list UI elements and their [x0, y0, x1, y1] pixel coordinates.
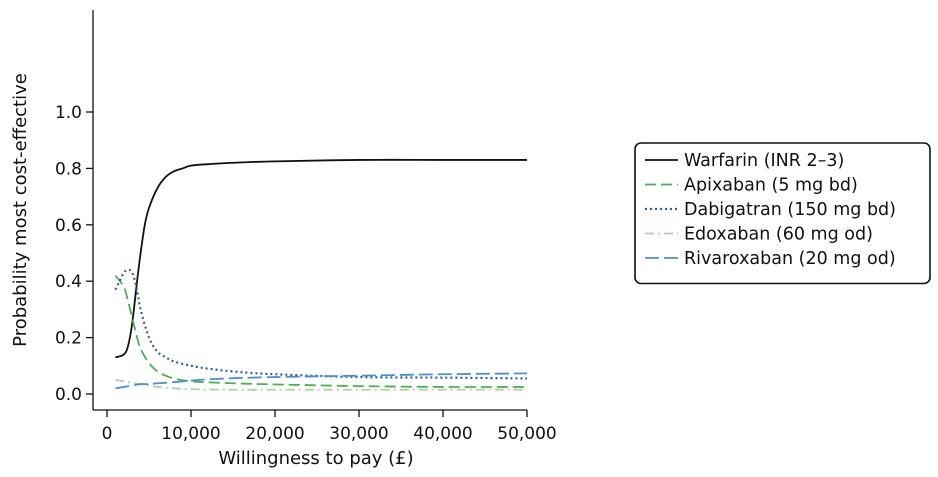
y-axis-title: Probability most cost-effective	[10, 73, 31, 347]
x-tick-label: 10,000	[161, 424, 220, 444]
x-axis-title: Willingness to pay (£)	[218, 448, 413, 469]
x-tick-label: 50,000	[497, 424, 556, 444]
series-line-1	[115, 158, 527, 359]
legend-label: Edoxaban (60 mg od)	[684, 225, 873, 245]
legend-label: Warfarin (INR 2–3)	[684, 151, 844, 171]
plot-series	[114, 158, 528, 391]
legend-label: Rivaroxaban (20 mg od)	[684, 249, 896, 269]
x-tick-label: 40,000	[413, 424, 472, 444]
y-tick-label: 0.0	[55, 385, 82, 405]
y-tick-label: 0.4	[55, 272, 82, 292]
x-tick-label: 0	[102, 424, 113, 444]
legend-label: Apixaban (5 mg bd)	[684, 176, 858, 196]
y-tick-label: 0.6	[55, 216, 82, 236]
series-line-2	[114, 275, 528, 388]
series-line-5	[115, 372, 528, 390]
x-tick-label: 30,000	[329, 424, 388, 444]
y-tick-label: 1.0	[55, 103, 82, 123]
y-tick-label: 0.2	[55, 329, 82, 349]
series-line-3	[114, 268, 528, 380]
y-tick-label: 0.8	[55, 159, 82, 179]
legend: Warfarin (INR 2–3) Apixaban (5 mg bd) Dabi…	[634, 142, 931, 285]
x-tick-label: 20,000	[245, 424, 304, 444]
legend-box	[634, 142, 931, 285]
axes: 0.0 0.2 0.4 0.6 0.8 1.0 0 10,000 20,000 30,000 40,…	[55, 10, 557, 444]
legend-label: Dabigatran (150 mg bd)	[684, 200, 896, 220]
series-line-4	[115, 379, 527, 391]
